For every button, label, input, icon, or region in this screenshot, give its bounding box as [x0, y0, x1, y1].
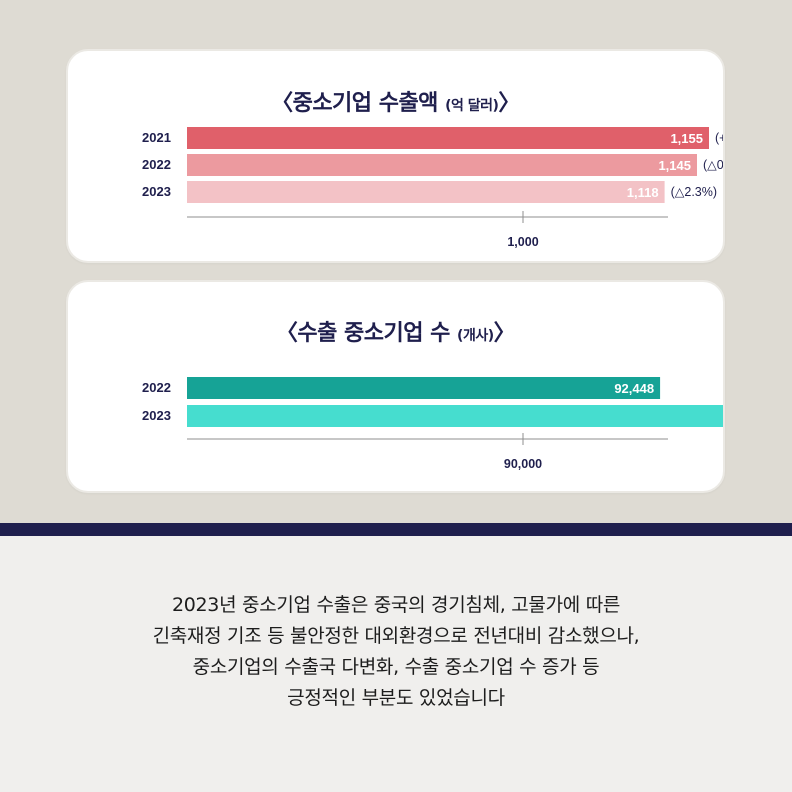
exporter-count-title-main: 〈수출 중소기업 수: [275, 321, 458, 346]
export-value-change-label: (△0.9%): [703, 158, 723, 172]
exporter-count-title-end: 〉: [493, 321, 516, 346]
exporting-sme-count-card: 〈수출 중소기업 수 (개사)〉 90,000202292,448202394,…: [66, 280, 725, 493]
export-value-bar: [187, 127, 709, 149]
export-value-chart: 1,000 2021 1,155 (+14.7%) 2022 1,145 (△0.9%) 20…: [142, 127, 723, 249]
export-value-value-label: 1,145: [658, 158, 691, 173]
exporter-count-category-label: 2022: [142, 380, 171, 395]
export-value-value-label: 1,155: [670, 131, 703, 146]
exporter-count-bar: [187, 405, 723, 427]
export-value-bar: [187, 154, 697, 176]
export-value-bar: [187, 181, 665, 203]
caption-line-4: 긍정적인 부분도 있었습니다: [287, 687, 505, 709]
section-divider: [0, 523, 792, 536]
export-value-title-main: 〈중소기업 수출액: [271, 91, 446, 116]
caption-line-2: 긴축재정 기조 등 불안정한 대외환경으로 전년대비 감소했으나,: [152, 625, 640, 647]
export-value-card: 〈중소기업 수출액 (억 달러)〉 1,000 2021 1,155 (+14.7%)…: [66, 49, 725, 263]
export-value-category-label: 2022: [142, 157, 171, 172]
export-value-category-label: 2021: [142, 130, 171, 145]
exporter-count-category-label: 2023: [142, 408, 171, 423]
exporter-count-value-label: 92,448: [614, 381, 654, 396]
export-value-category-label: 2023: [142, 184, 171, 199]
caption-line-1: 2023년 중소기업 수출은 중국의 경기침체, 고물가에 따른: [171, 594, 621, 616]
export-value-title-end: 〉: [498, 91, 520, 116]
export-value-change-label: (△2.3%): [671, 185, 717, 199]
exporter-count-bar: [187, 377, 661, 399]
export-value-reference-tick-label: 1,000: [507, 235, 538, 249]
exporter-count-reference-tick-label: 90,000: [504, 457, 542, 471]
export-value-change-label: (+14.7%): [715, 131, 723, 145]
exporter-count-chart-title: 〈수출 중소기업 수 (개사)〉: [68, 315, 723, 347]
export-value-value-label: 1,118: [627, 185, 659, 200]
caption-text: 2023년 중소기업 수출은 중국의 경기침체, 고물가에 따른 긴축재정 기조…: [0, 590, 792, 714]
exporter-count-title-unit: (개사): [457, 328, 494, 344]
export-value-chart-title: 〈중소기업 수출액 (억 달러)〉: [68, 85, 723, 117]
export-value-title-unit: (억 달러): [445, 98, 499, 114]
caption-line-3: 중소기업의 수출국 다변화, 수출 중소기업 수 증가 등: [192, 656, 600, 678]
